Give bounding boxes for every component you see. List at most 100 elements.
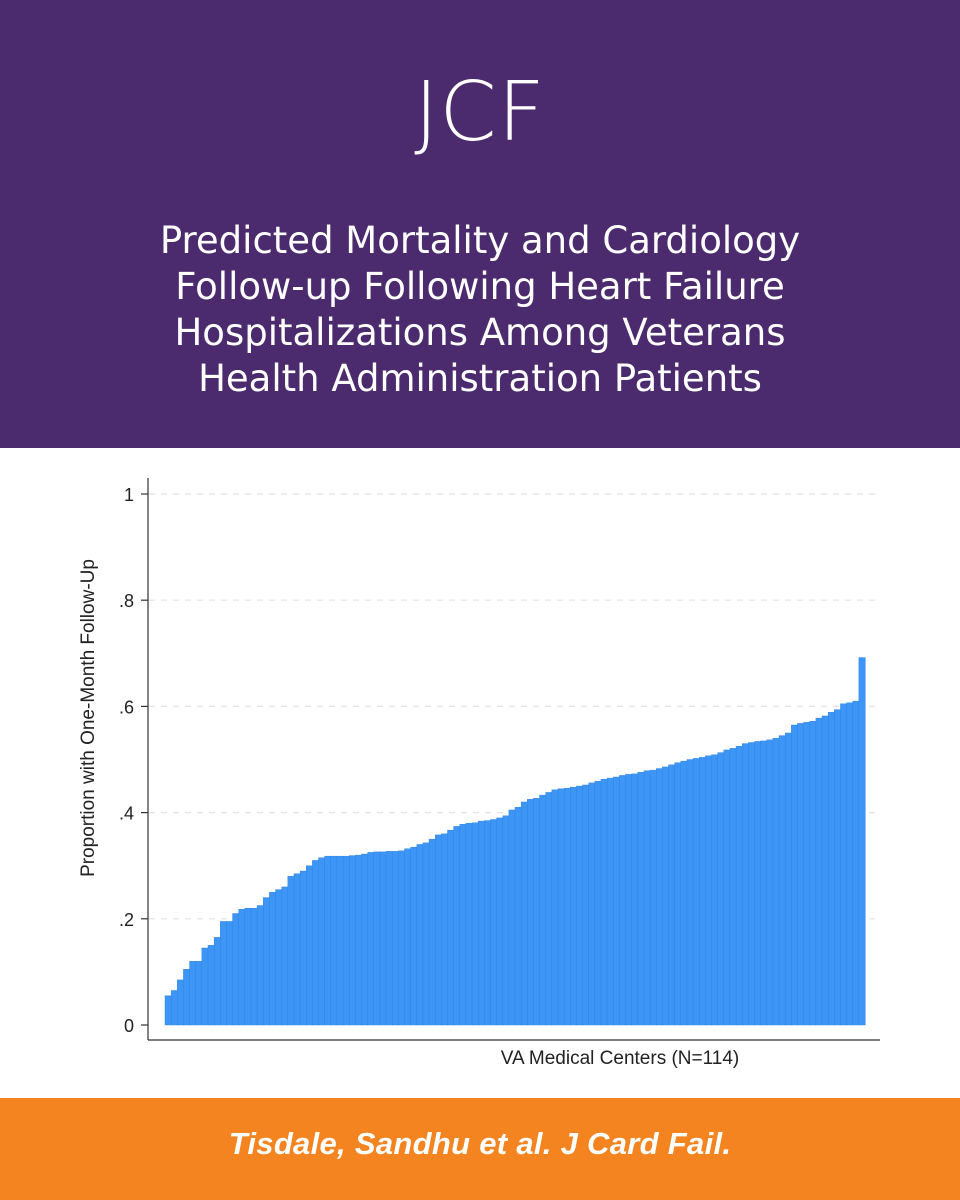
bar [484, 820, 491, 1026]
bar [606, 777, 614, 1026]
bar [373, 851, 381, 1026]
bar [195, 961, 203, 1026]
y-axis-label: Proportion with One-Month Follow-Up [78, 559, 99, 877]
bar [797, 723, 805, 1026]
bar [256, 905, 264, 1026]
bar [422, 842, 430, 1026]
bar [477, 820, 485, 1026]
bar [391, 851, 399, 1026]
bar [668, 764, 676, 1026]
y-tick-label: .2 [119, 910, 134, 930]
axes [147, 478, 880, 1041]
chart-container: 0 .2 .4 .6 .8 1 VA Medical Centers (N=114) Pr… [0, 448, 960, 1098]
y-tick-label: .8 [119, 591, 134, 611]
bar [637, 772, 645, 1026]
title-line: Hospitalizations Among Veterans [174, 311, 786, 354]
bar [447, 829, 455, 1026]
bar [827, 712, 835, 1026]
bar [177, 979, 184, 1026]
bar [778, 735, 786, 1026]
bar [275, 889, 283, 1026]
bar [263, 897, 270, 1026]
bar [834, 709, 841, 1026]
bar [760, 740, 768, 1026]
bar [318, 857, 326, 1026]
bar [545, 792, 553, 1026]
bar [164, 995, 172, 1026]
bars [164, 657, 866, 1026]
bar [852, 700, 860, 1026]
bar [809, 721, 817, 1026]
bar [207, 945, 215, 1026]
citation: Tisdale, Sandhu et al. J Card Fail. [228, 1126, 732, 1161]
bar [416, 844, 424, 1026]
bar [342, 855, 350, 1026]
bar [189, 961, 197, 1026]
bar [355, 854, 363, 1026]
bar [244, 907, 252, 1026]
title-line: Predicted Mortality and Cardiology [159, 219, 801, 262]
bar [201, 947, 209, 1026]
bar [220, 921, 227, 1026]
bar [502, 815, 510, 1026]
bar [784, 732, 792, 1026]
bar [625, 774, 633, 1026]
bar [428, 838, 436, 1026]
bar [858, 657, 866, 1026]
title-line: Health Administration Patients [198, 357, 762, 400]
bar [741, 743, 749, 1026]
bar [441, 833, 449, 1026]
bar [306, 865, 313, 1026]
bar [705, 755, 713, 1026]
bar [791, 724, 799, 1026]
bar [514, 807, 522, 1026]
bar [815, 717, 823, 1026]
bar [434, 834, 442, 1026]
bar [398, 850, 406, 1026]
bar [539, 794, 547, 1026]
bar [570, 786, 577, 1026]
bar [520, 801, 528, 1026]
bar [527, 799, 534, 1026]
bar [170, 990, 178, 1026]
bar [692, 758, 700, 1026]
bar [404, 848, 412, 1026]
bar [490, 819, 498, 1026]
bar [385, 851, 393, 1026]
bar [735, 746, 743, 1026]
bar [821, 715, 829, 1026]
bar [803, 722, 811, 1026]
bar [600, 778, 608, 1026]
y-tick-label: .6 [119, 697, 134, 717]
bar [563, 787, 571, 1026]
bar [459, 824, 467, 1026]
bar [662, 766, 670, 1026]
bar [336, 855, 344, 1026]
y-tick-label: 0 [124, 1016, 134, 1036]
bar [686, 759, 694, 1026]
bar [576, 785, 584, 1026]
bar [748, 742, 756, 1026]
header-banner: JCF Predicted Mortality and Cardiology F… [0, 0, 960, 448]
bar [183, 969, 191, 1026]
bar [594, 781, 602, 1026]
bar [717, 752, 725, 1026]
bar [496, 817, 504, 1026]
bar [723, 749, 731, 1026]
bar [613, 776, 620, 1026]
bar [465, 823, 473, 1026]
bar [232, 913, 240, 1026]
bar [619, 775, 627, 1026]
bar [766, 739, 774, 1026]
bar [324, 855, 332, 1026]
y-tick-label: .4 [119, 804, 134, 824]
bar [840, 703, 848, 1026]
bar [846, 702, 854, 1026]
bar [699, 757, 706, 1026]
bar [453, 826, 461, 1026]
bar-chart: 0 .2 .4 .6 .8 1 VA Medical Centers (N=114) Pr… [78, 478, 880, 1069]
bar [533, 798, 541, 1026]
bar [649, 769, 657, 1026]
bar [226, 921, 234, 1026]
bar [349, 855, 356, 1026]
